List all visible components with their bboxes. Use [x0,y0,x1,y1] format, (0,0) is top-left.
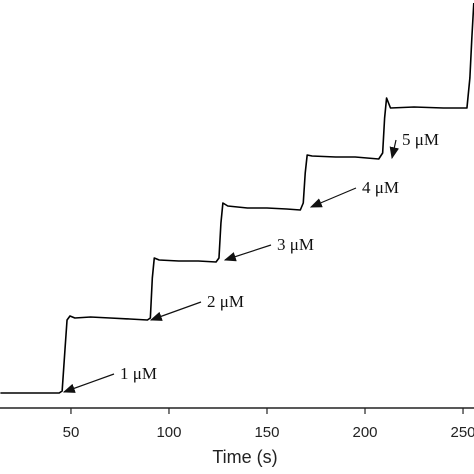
x-tick-label: 250 [451,424,474,441]
annotation: 4 μM [362,178,399,197]
annotation: 1 μM [120,364,157,383]
x-tick-label: 150 [254,424,279,441]
data-line [0,2,474,394]
x-tick-label: 100 [156,424,181,441]
x-axis-title: Time (s) [212,447,277,467]
x-tick-label: 50 [63,424,80,441]
annotation-arrow [62,373,115,393]
annotation: 2 μM [207,292,244,311]
annotation-arrow [309,187,357,208]
annotation: 3 μM [277,235,314,254]
annotation-arrow [389,139,400,160]
annotation: 5 μM [402,130,439,149]
x-tick-label: 200 [352,424,377,441]
annotation-arrow [149,301,202,321]
annotation-arrow [223,244,272,262]
